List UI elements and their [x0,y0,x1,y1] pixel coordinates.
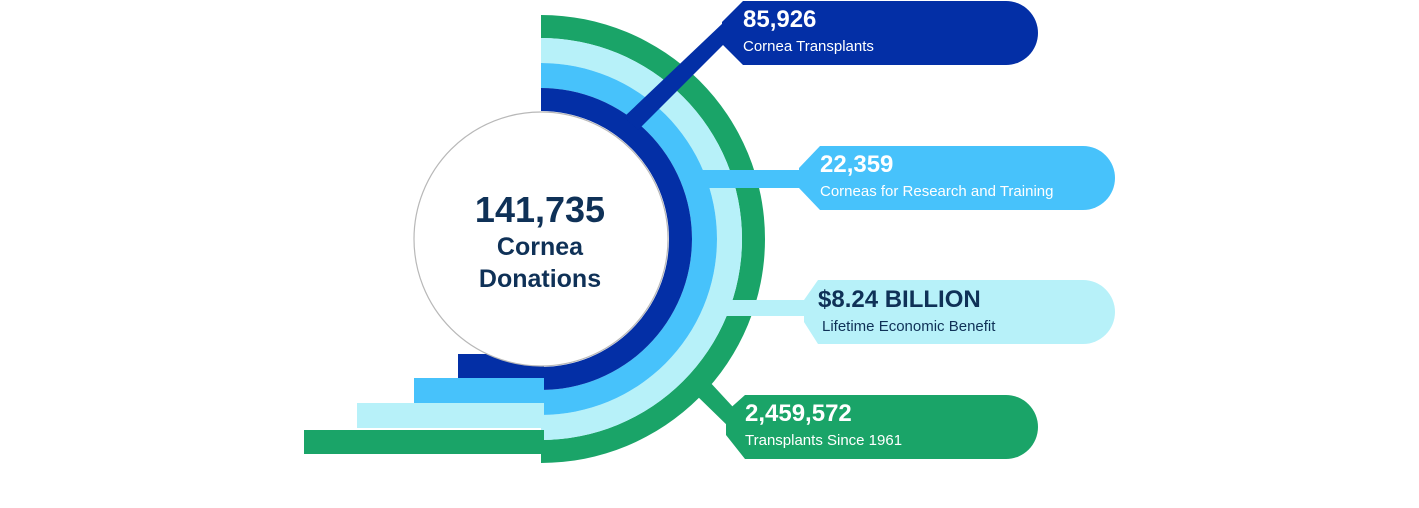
callout-value: 22,359 [820,151,1053,179]
callout-cornea-transplants: 85,926 Cornea Transplants [743,6,874,56]
connector-economic-benefit [726,300,808,316]
center-label-line2: Donations [420,265,660,294]
callout-transplants-since-1961: 2,459,572 Transplants Since 1961 [745,400,902,450]
callout-value: 85,926 [743,6,874,34]
base-bar-transplants-since-1961 [304,430,544,454]
callout-value: $8.24 BILLION [818,286,995,314]
callout-label: Lifetime Economic Benefit [822,317,995,336]
callout-value: 2,459,572 [745,400,902,428]
callout-label: Cornea Transplants [743,37,874,56]
center-label-line1: Cornea [420,233,660,262]
center-value: 141,735 [420,190,660,230]
base-bar-economic-benefit [357,403,544,428]
connector-research-training [693,170,805,188]
base-bar-research-training [414,378,544,403]
center-stat: 141,735 Cornea Donations [420,190,660,294]
callout-label: Transplants Since 1961 [745,431,902,450]
callout-research-training: 22,359 Corneas for Research and Training [820,151,1053,201]
callout-economic-benefit: $8.24 BILLION Lifetime Economic Benefit [818,286,995,336]
callout-label: Corneas for Research and Training [820,182,1053,201]
